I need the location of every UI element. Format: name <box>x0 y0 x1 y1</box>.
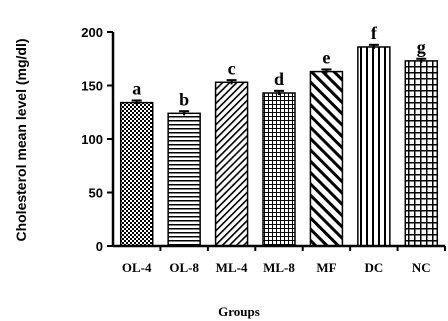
x-tick-label-dc: DC <box>364 260 383 275</box>
significance-letter-nc: g <box>417 37 426 57</box>
significance-letter-dc: f <box>371 23 378 43</box>
y-tick-label-200: 200 <box>81 25 103 40</box>
bar-ol-4 <box>119 101 154 247</box>
bar-ml-8 <box>262 92 296 247</box>
x-tick-label-ml-4: ML-4 <box>216 260 248 275</box>
bar-dc <box>357 46 391 247</box>
significance-letter-ml-4: c <box>228 58 236 78</box>
y-tick-label-0: 0 <box>96 239 103 254</box>
y-tick-label-150: 150 <box>81 79 103 94</box>
x-axis-label: Groups <box>218 304 260 319</box>
error-bar-mf <box>321 68 332 74</box>
significance-letter-ol-4: a <box>132 79 141 99</box>
axes-layer <box>107 31 446 251</box>
bar-ml-4 <box>214 81 249 247</box>
error-bar-ol-4 <box>131 99 142 105</box>
significance-letter-ol-8: b <box>179 89 189 109</box>
x-tick-label-nc: NC <box>412 260 431 275</box>
x-tick-label-ol-4: OL-4 <box>122 260 152 275</box>
error-bar-ol-8 <box>179 110 190 116</box>
bar-ol-8 <box>167 112 201 247</box>
x-tick-label-ol-8: OL-8 <box>169 260 199 275</box>
y-tick-label-100: 100 <box>81 132 103 147</box>
error-bar-ml-4 <box>226 79 237 85</box>
y-tick-label-50: 50 <box>89 186 103 201</box>
error-bar-ml-8 <box>274 89 284 96</box>
x-tick-label-ml-8: ML-8 <box>263 260 295 275</box>
x-tick-label-mf: MF <box>316 260 336 275</box>
error-bar-dc <box>368 43 379 50</box>
y-axis-label: Cholesterol mean level (mg/dl) <box>13 38 29 241</box>
labels-layer: a OL-4 b OL-8 c ML-4 d ML-8 e MF f DC g NC 0 50 100 150 20… <box>81 23 430 275</box>
significance-letter-mf: e <box>322 48 330 68</box>
bars-layer <box>119 43 439 247</box>
significance-letter-ml-8: d <box>274 69 284 89</box>
bar-nc <box>404 60 439 247</box>
error-bar-nc <box>416 57 427 64</box>
bar-mf <box>309 70 344 247</box>
